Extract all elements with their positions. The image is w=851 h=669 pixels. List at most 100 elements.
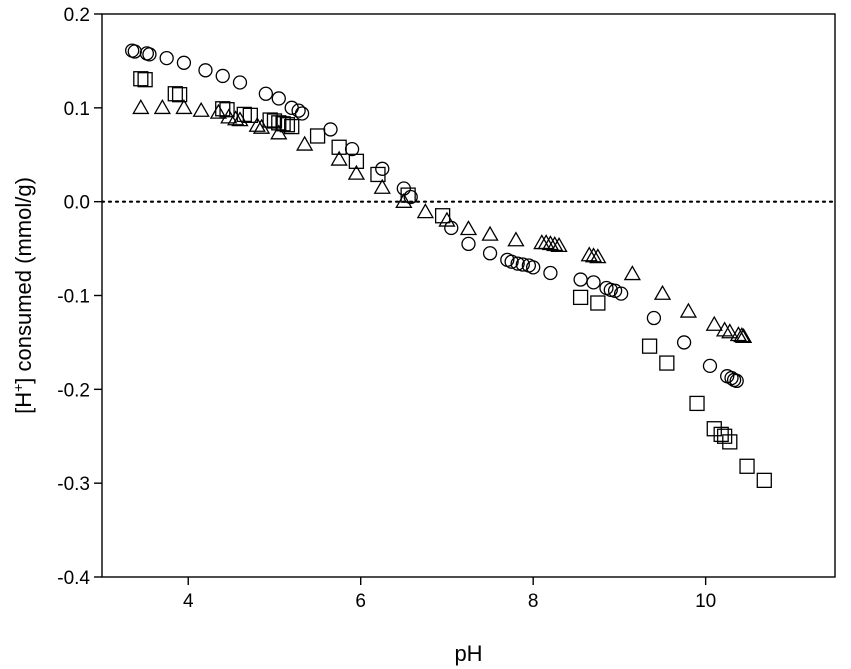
data-point-square: [434, 208, 451, 224]
data-marks: [125, 43, 772, 489]
series-square: [133, 71, 772, 489]
data-point-triangle: [729, 326, 748, 342]
data-point-circle: [159, 50, 174, 66]
data-point-triangle: [248, 116, 266, 132]
data-point-triangle: [373, 178, 391, 194]
data-point-triangle: [395, 192, 413, 208]
data-point-triangle: [132, 99, 150, 115]
y-tick-label: -0.1: [57, 287, 90, 308]
data-point-circle: [543, 265, 558, 281]
y-axis-title-prefix: [H: [11, 392, 36, 414]
data-point-triangle: [653, 284, 672, 300]
axis-ticks: 4 6 8 10 -0.4 -0.3 -0.2 -0.1 0.0 0.1 0.2: [57, 5, 716, 612]
data-point-triangle: [541, 235, 560, 251]
data-point-square: [590, 295, 606, 311]
data-point-circle: [375, 161, 390, 176]
data-point-circle: [510, 256, 525, 271]
data-point-triangle: [546, 236, 564, 252]
x-tick-label: 4: [183, 591, 194, 612]
y-tick-label: 0.2: [64, 5, 90, 26]
data-point-circle: [291, 103, 306, 118]
y-axis-title-suffix: ] consumed (mmol/g): [11, 177, 36, 384]
x-axis-title: pH: [454, 641, 482, 666]
data-point-triangle: [347, 164, 366, 180]
data-point-triangle: [459, 220, 478, 236]
data-point-circle: [729, 373, 744, 389]
data-point-square: [133, 71, 149, 87]
data-point-triangle: [584, 247, 603, 263]
data-point-circle: [142, 47, 157, 62]
data-point-square: [756, 472, 772, 489]
data-point-circle: [461, 236, 476, 252]
data-point-triangle: [296, 135, 314, 151]
data-point-triangle: [623, 265, 641, 281]
data-point-circle: [271, 91, 286, 106]
data-point-square: [284, 118, 300, 135]
data-point-triangle: [192, 101, 210, 117]
plot-border: [101, 13, 836, 578]
data-point-triangle: [589, 248, 607, 264]
data-point-triangle: [153, 99, 171, 115]
data-point-triangle: [270, 124, 288, 140]
y-tick-label: 0.1: [64, 99, 90, 120]
data-point-circle: [646, 310, 662, 326]
data-point-square: [739, 458, 755, 474]
data-point-triangle: [734, 327, 753, 344]
data-point-square: [659, 355, 675, 371]
data-point-triangle: [679, 302, 698, 318]
data-point-square: [279, 117, 296, 133]
data-point-square: [219, 102, 235, 118]
data-point-circle: [702, 358, 718, 374]
data-point-square: [137, 72, 153, 88]
data-point-square: [309, 128, 326, 144]
data-point-square: [722, 434, 738, 450]
data-point-circle: [215, 68, 230, 84]
data-point-triangle: [705, 315, 723, 331]
plot-frame: [101, 13, 836, 578]
data-point-circle: [258, 86, 273, 101]
data-point-square: [370, 166, 386, 183]
x-tick-label: 8: [528, 591, 539, 612]
data-point-circle: [586, 275, 601, 290]
x-tick-label: 6: [355, 591, 366, 612]
data-point-triangle: [231, 111, 249, 127]
data-point-circle: [323, 122, 338, 137]
data-point-square: [266, 113, 283, 129]
y-tick-label: 0.0: [64, 193, 90, 214]
data-point-circle: [198, 63, 213, 78]
data-point-square: [242, 107, 258, 123]
data-point-triangle: [715, 321, 734, 337]
data-point-triangle: [209, 103, 228, 119]
data-point-square: [641, 338, 658, 354]
data-point-triangle: [175, 99, 193, 115]
data-point-triangle: [733, 327, 751, 343]
data-point-square: [167, 86, 183, 102]
data-point-circle: [573, 272, 588, 287]
y-axis-title-superscript: +: [10, 384, 26, 392]
data-point-circle: [515, 257, 530, 272]
data-point-triangle: [438, 211, 456, 227]
data-point-triangle: [416, 203, 435, 219]
data-point-triangle: [537, 234, 555, 250]
y-tick-label: -0.3: [57, 474, 90, 495]
data-point-triangle: [330, 150, 348, 166]
series-triangle: [132, 99, 753, 344]
y-axis-title: [H+] consumed (mmol/g): [10, 177, 36, 414]
data-point-circle: [676, 335, 692, 350]
data-point-square: [275, 116, 291, 132]
data-point-circle: [232, 75, 248, 90]
data-point-square: [262, 112, 278, 128]
data-point-triangle: [507, 231, 525, 247]
data-point-circle: [482, 246, 498, 261]
x-tick-label: 10: [695, 591, 716, 612]
data-point-square: [331, 139, 347, 155]
data-point-triangle: [721, 323, 739, 339]
data-point-triangle: [550, 236, 568, 253]
data-point-square: [689, 395, 705, 412]
data-point-square: [572, 289, 589, 306]
data-point-square: [271, 115, 287, 131]
data-point-circle: [613, 286, 629, 301]
data-point-circle: [403, 189, 418, 205]
data-point-circle: [526, 260, 541, 275]
